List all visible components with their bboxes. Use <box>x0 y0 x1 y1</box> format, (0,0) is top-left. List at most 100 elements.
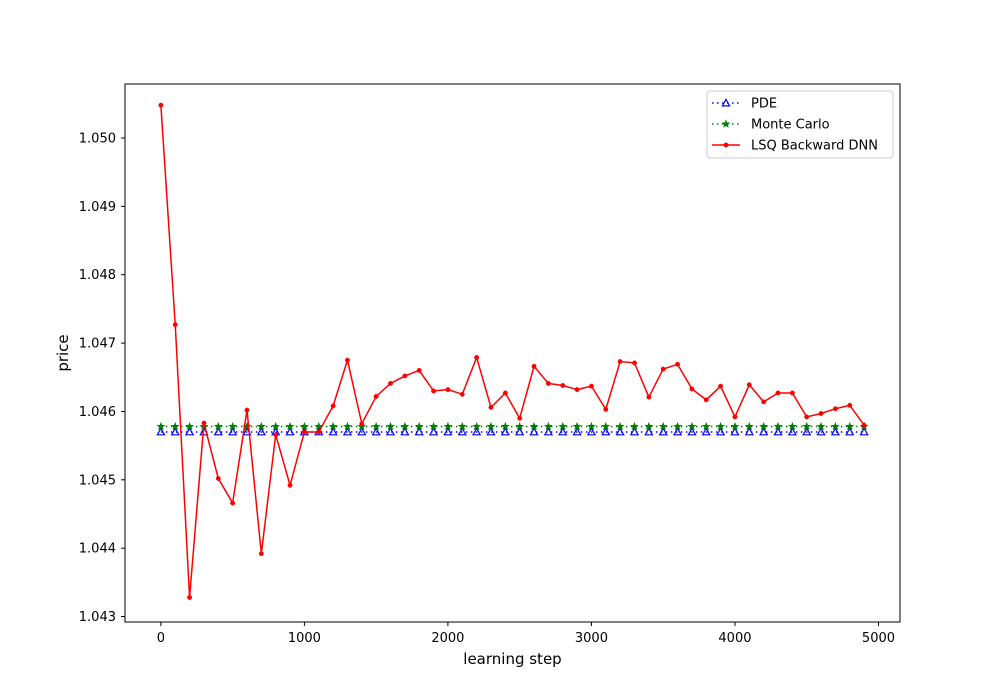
data-point <box>730 421 740 431</box>
data-point <box>172 322 178 328</box>
data-point <box>385 427 396 436</box>
data-point <box>185 421 195 431</box>
legend-box <box>706 90 894 159</box>
data-point <box>861 422 867 428</box>
data-point <box>646 394 652 400</box>
y-tick-label: 1.043 <box>79 610 116 625</box>
data-point <box>213 427 223 436</box>
data-point <box>156 421 166 431</box>
x-axis-label: learning step <box>463 650 561 668</box>
data-point <box>572 421 582 431</box>
legend-entry: LSQ Backward DNN <box>712 139 878 154</box>
data-point <box>816 421 826 431</box>
legend-label: LSQ Backward DNN <box>751 139 878 154</box>
data-point <box>744 427 754 436</box>
legend-label: PDE <box>751 97 777 112</box>
data-point <box>529 427 539 436</box>
data-point <box>285 421 295 431</box>
data-point <box>572 427 582 436</box>
data-point <box>345 357 350 363</box>
data-point <box>371 427 381 436</box>
data-point <box>301 429 307 435</box>
data-point <box>832 406 838 412</box>
data-point <box>184 427 195 436</box>
data-point <box>558 421 568 431</box>
data-point <box>687 427 697 436</box>
data-point <box>486 427 496 436</box>
data-point <box>388 380 393 386</box>
y-tick-label: 1.046 <box>79 405 116 420</box>
y-tick-label: 1.050 <box>79 132 116 147</box>
data-point <box>615 421 625 431</box>
data-point <box>431 388 437 394</box>
data-point <box>472 427 482 436</box>
data-point <box>201 420 207 426</box>
data-point <box>586 427 597 436</box>
data-point <box>543 427 553 436</box>
x-tick-label: 5000 <box>862 631 895 646</box>
data-point <box>343 421 352 431</box>
data-point <box>732 414 738 420</box>
data-point <box>603 406 609 412</box>
data-point <box>486 421 496 431</box>
data-point <box>830 421 840 431</box>
data-point <box>515 421 525 431</box>
data-point <box>400 421 410 431</box>
y-tick-label: 1.049 <box>79 200 116 215</box>
data-point <box>285 427 295 436</box>
legend-entry: PDE <box>712 97 777 112</box>
data-point <box>701 427 711 436</box>
data-point <box>472 421 482 431</box>
data-point <box>258 551 264 557</box>
data-point <box>328 427 338 436</box>
data-point <box>859 427 869 436</box>
data-point <box>158 102 164 108</box>
data-point <box>802 427 812 436</box>
data-point <box>414 421 424 431</box>
data-point <box>545 380 551 386</box>
data-point <box>156 427 166 436</box>
data-point <box>601 421 611 431</box>
data-point <box>560 383 566 388</box>
data-point <box>371 421 381 431</box>
data-point <box>630 421 639 431</box>
data-point <box>228 421 238 431</box>
legend-marker <box>721 98 731 107</box>
data-point <box>271 421 281 431</box>
data-point <box>632 360 637 366</box>
data-point <box>230 500 236 506</box>
data-point <box>687 421 697 431</box>
plot-marks <box>156 102 869 600</box>
data-point <box>830 427 841 436</box>
data-point <box>357 427 367 436</box>
data-point <box>716 421 726 431</box>
data-point <box>773 427 783 436</box>
data-point <box>746 382 752 388</box>
x-tick-label: 2000 <box>431 631 464 646</box>
data-point <box>328 421 338 431</box>
y-tick-label: 1.048 <box>79 268 116 283</box>
data-point <box>543 421 553 431</box>
data-point <box>660 366 666 372</box>
data-point <box>502 390 508 396</box>
data-point <box>256 427 266 436</box>
data-point <box>517 415 523 421</box>
data-point <box>744 421 754 431</box>
data-point <box>273 432 279 438</box>
data-point <box>672 427 683 436</box>
data-point <box>515 427 525 436</box>
data-point <box>644 421 654 431</box>
data-point <box>701 421 711 431</box>
data-point <box>588 383 594 389</box>
data-point <box>429 421 438 431</box>
data-point <box>730 427 740 436</box>
data-point <box>445 387 451 393</box>
data-point <box>818 411 824 416</box>
data-point <box>658 427 668 436</box>
data-point <box>287 482 293 488</box>
y-tick-label: 1.045 <box>79 473 116 488</box>
data-point <box>529 421 539 431</box>
data-point <box>644 427 654 436</box>
data-point <box>213 421 223 431</box>
data-point <box>689 386 695 392</box>
